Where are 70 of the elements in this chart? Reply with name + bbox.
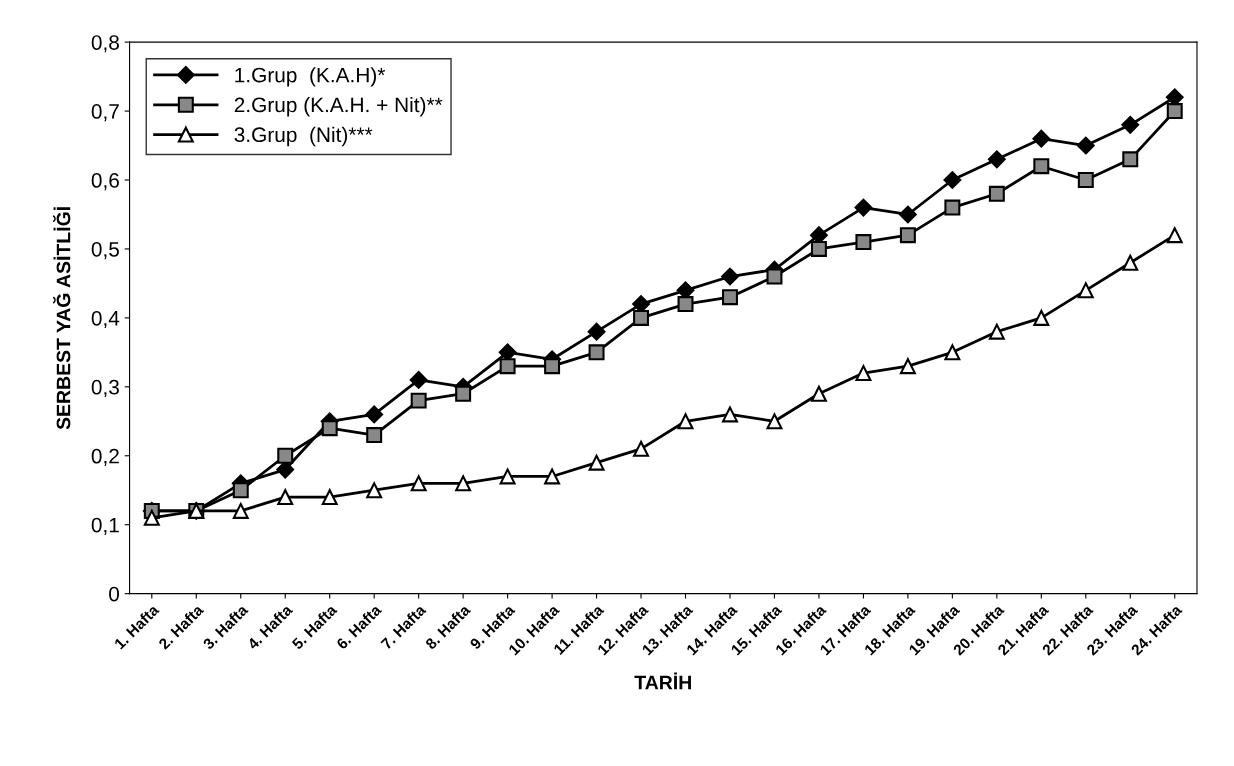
point xyxy=(1166,227,1183,244)
point xyxy=(232,502,249,519)
point xyxy=(1122,254,1139,271)
x-axis-title: TARİH xyxy=(634,672,691,690)
point xyxy=(987,150,1006,169)
point xyxy=(1033,158,1050,175)
point xyxy=(855,365,872,382)
point xyxy=(988,323,1005,340)
point xyxy=(499,468,516,485)
point xyxy=(722,406,738,423)
point xyxy=(766,413,783,430)
point xyxy=(1032,129,1051,148)
point xyxy=(944,199,961,216)
point xyxy=(366,427,383,444)
point xyxy=(766,268,783,285)
point xyxy=(321,420,338,437)
point xyxy=(321,489,338,506)
point xyxy=(988,185,1005,202)
y-tick-label: 0,1 xyxy=(91,517,119,535)
point xyxy=(1076,136,1095,155)
legend-label: 1.Grup (K.A.H)* xyxy=(235,67,386,87)
y-tick-label: 0,8 xyxy=(91,35,119,53)
point xyxy=(455,475,472,492)
point xyxy=(633,440,650,457)
point xyxy=(143,509,160,526)
point xyxy=(455,385,472,402)
point xyxy=(1121,115,1140,134)
point xyxy=(588,454,605,471)
point xyxy=(854,198,873,217)
point xyxy=(277,489,294,506)
y-tick-label: 0,4 xyxy=(91,310,120,329)
point xyxy=(633,309,650,326)
point xyxy=(943,171,962,189)
point xyxy=(587,322,606,341)
point xyxy=(365,405,384,424)
point xyxy=(810,240,827,257)
point xyxy=(1166,103,1183,120)
y-tick-label: 0,6 xyxy=(91,173,119,191)
point xyxy=(899,358,916,375)
point xyxy=(277,447,294,464)
point xyxy=(544,358,561,375)
point xyxy=(1033,309,1050,326)
point xyxy=(898,205,917,224)
legend-label: 3.Grup (Nit)*** xyxy=(234,126,373,147)
y-tick-label: 0,7 xyxy=(91,104,119,122)
point xyxy=(855,234,872,251)
y-tick-label: 0,5 xyxy=(91,241,119,260)
point xyxy=(409,371,428,389)
y-tick-label: 0,3 xyxy=(91,379,119,398)
point xyxy=(722,289,738,306)
point xyxy=(944,344,961,361)
point xyxy=(544,468,561,485)
point xyxy=(1077,282,1094,299)
point xyxy=(1122,151,1139,168)
point xyxy=(810,385,827,402)
y-tick-label: 0,2 xyxy=(91,448,119,466)
point xyxy=(588,344,605,361)
point xyxy=(677,296,694,313)
point xyxy=(1077,172,1094,188)
y-axis-title: SERBEST YAĞ ASİTLİĞİ xyxy=(53,207,71,430)
point xyxy=(410,392,427,409)
point xyxy=(721,267,739,286)
point xyxy=(410,475,427,492)
point xyxy=(499,358,516,375)
point xyxy=(366,482,383,499)
y-tick-label: 0 xyxy=(109,586,120,602)
point xyxy=(677,413,694,430)
point xyxy=(232,482,249,499)
legend-label: 2.Grup (K.A.H. + Nit)** xyxy=(234,96,443,117)
point xyxy=(899,227,916,244)
